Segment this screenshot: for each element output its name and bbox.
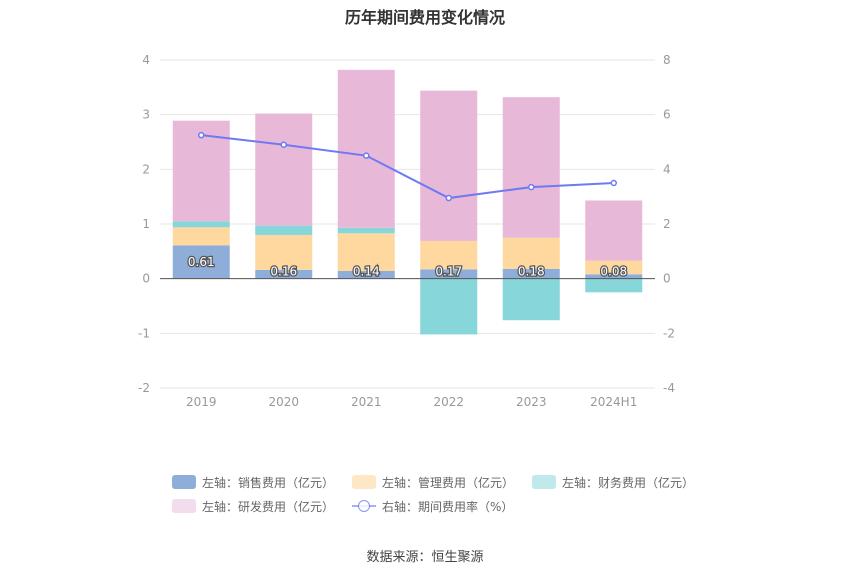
bar-segment	[172, 227, 230, 246]
bar-segment	[420, 90, 478, 241]
rate-point	[445, 194, 452, 202]
legend-label-rate: 右轴：期间费用率（%）	[382, 499, 514, 514]
x-axis-tick-label: 2023	[516, 395, 547, 409]
bar-segment	[420, 269, 478, 279]
sales-data-label: 0.61	[188, 255, 215, 269]
bar-segment	[337, 271, 395, 279]
legend-item-admin[interactable]: 左轴：管理费用（亿元）	[352, 474, 514, 491]
x-axis-tick-label: 2024H1	[590, 395, 637, 409]
bar-segment	[337, 69, 395, 228]
right-axis-tick-label: 8	[663, 53, 671, 67]
legend-swatch-rate	[352, 499, 377, 513]
right-axis-tick-label: 4	[663, 162, 671, 176]
bar-segment	[585, 260, 643, 275]
legend-item-rate[interactable]: 右轴：期间费用率（%）	[352, 498, 513, 515]
bar-segment	[502, 278, 560, 321]
legend-swatch-rnd	[172, 499, 196, 513]
left-axis-tick-label: -1	[138, 326, 150, 340]
legend-item-sales[interactable]: 左轴：销售费用（亿元）	[172, 474, 334, 491]
x-axis-tick-label: 2019	[186, 395, 217, 409]
bar-segment	[172, 221, 230, 228]
left-axis-tick-label: 3	[142, 108, 150, 122]
legend-label-sales: 左轴：销售费用（亿元）	[202, 475, 335, 490]
rate-point	[363, 152, 370, 159]
rate-point	[610, 179, 617, 187]
bar-segment	[255, 269, 313, 279]
right-axis-tick-label: -4	[663, 381, 675, 395]
bar-segment	[337, 227, 395, 234]
legend: 左轴：销售费用（亿元） 左轴：管理费用（亿元） 左轴：财务费用（亿元） 左轴：研…	[172, 470, 694, 518]
legend-row: 左轴：研发费用（亿元） 右轴：期间费用率（%）	[172, 494, 692, 518]
rate-point	[280, 141, 287, 148]
legend-label-finance: 左轴：财务费用（亿元）	[562, 475, 695, 490]
bar-segment	[337, 233, 395, 272]
left-axis-tick-label: 2	[142, 162, 150, 176]
left-axis-tick-label: 1	[142, 217, 150, 231]
legend-label-rnd: 左轴：研发费用（亿元）	[202, 499, 335, 514]
bar-segment	[585, 274, 643, 279]
rate-line	[201, 134, 614, 200]
bar-segment	[420, 278, 478, 335]
sales-data-label: 0.18	[518, 265, 545, 279]
sales-data-label: 0.08	[600, 265, 627, 279]
legend-swatch-finance	[532, 475, 557, 489]
left-axis-tick-label: -2	[138, 381, 150, 395]
right-axis-tick-label: 0	[663, 272, 671, 286]
bar-segment	[255, 113, 313, 226]
rate-point	[198, 131, 205, 139]
legend-swatch-admin	[352, 475, 377, 489]
bar-segment	[585, 278, 643, 293]
legend-swatch-sales	[172, 475, 196, 489]
sales-data-label: 0.16	[270, 265, 297, 279]
right-axis-tick-label: -2	[663, 326, 675, 340]
left-axis-tick-label: 4	[142, 53, 150, 67]
x-axis-tick-label: 2021	[351, 395, 382, 409]
data-source: 数据来源：恒生聚源	[366, 550, 484, 565]
bar-segment	[585, 200, 643, 261]
legend-item-finance[interactable]: 左轴：财务费用（亿元）	[532, 474, 694, 491]
x-axis-tick-label: 2020	[268, 395, 299, 409]
bar-segment	[172, 245, 230, 279]
bar-segment	[255, 225, 313, 235]
chart-title: 历年期间费用变化情况	[344, 8, 505, 27]
bar-segment	[255, 234, 313, 270]
bar-segment	[420, 240, 478, 270]
legend-item-rnd[interactable]: 左轴：研发费用（亿元）	[172, 498, 334, 515]
legend-label-admin: 左轴：管理费用（亿元）	[382, 475, 515, 490]
bar-segment	[502, 97, 560, 238]
bar-segment	[502, 237, 560, 269]
sales-data-label: 0.14	[353, 265, 380, 279]
x-axis-tick-label: 2022	[433, 395, 464, 409]
sales-data-label: 0.17	[435, 265, 462, 279]
rate-point	[528, 183, 535, 191]
bar-segment	[502, 268, 560, 279]
legend-row: 左轴：销售费用（亿元） 左轴：管理费用（亿元） 左轴：财务费用（亿元）	[172, 470, 694, 494]
left-axis-tick-label: 0	[142, 272, 150, 286]
right-axis-tick-label: 6	[663, 108, 671, 122]
right-axis-tick-label: 2	[663, 217, 671, 231]
